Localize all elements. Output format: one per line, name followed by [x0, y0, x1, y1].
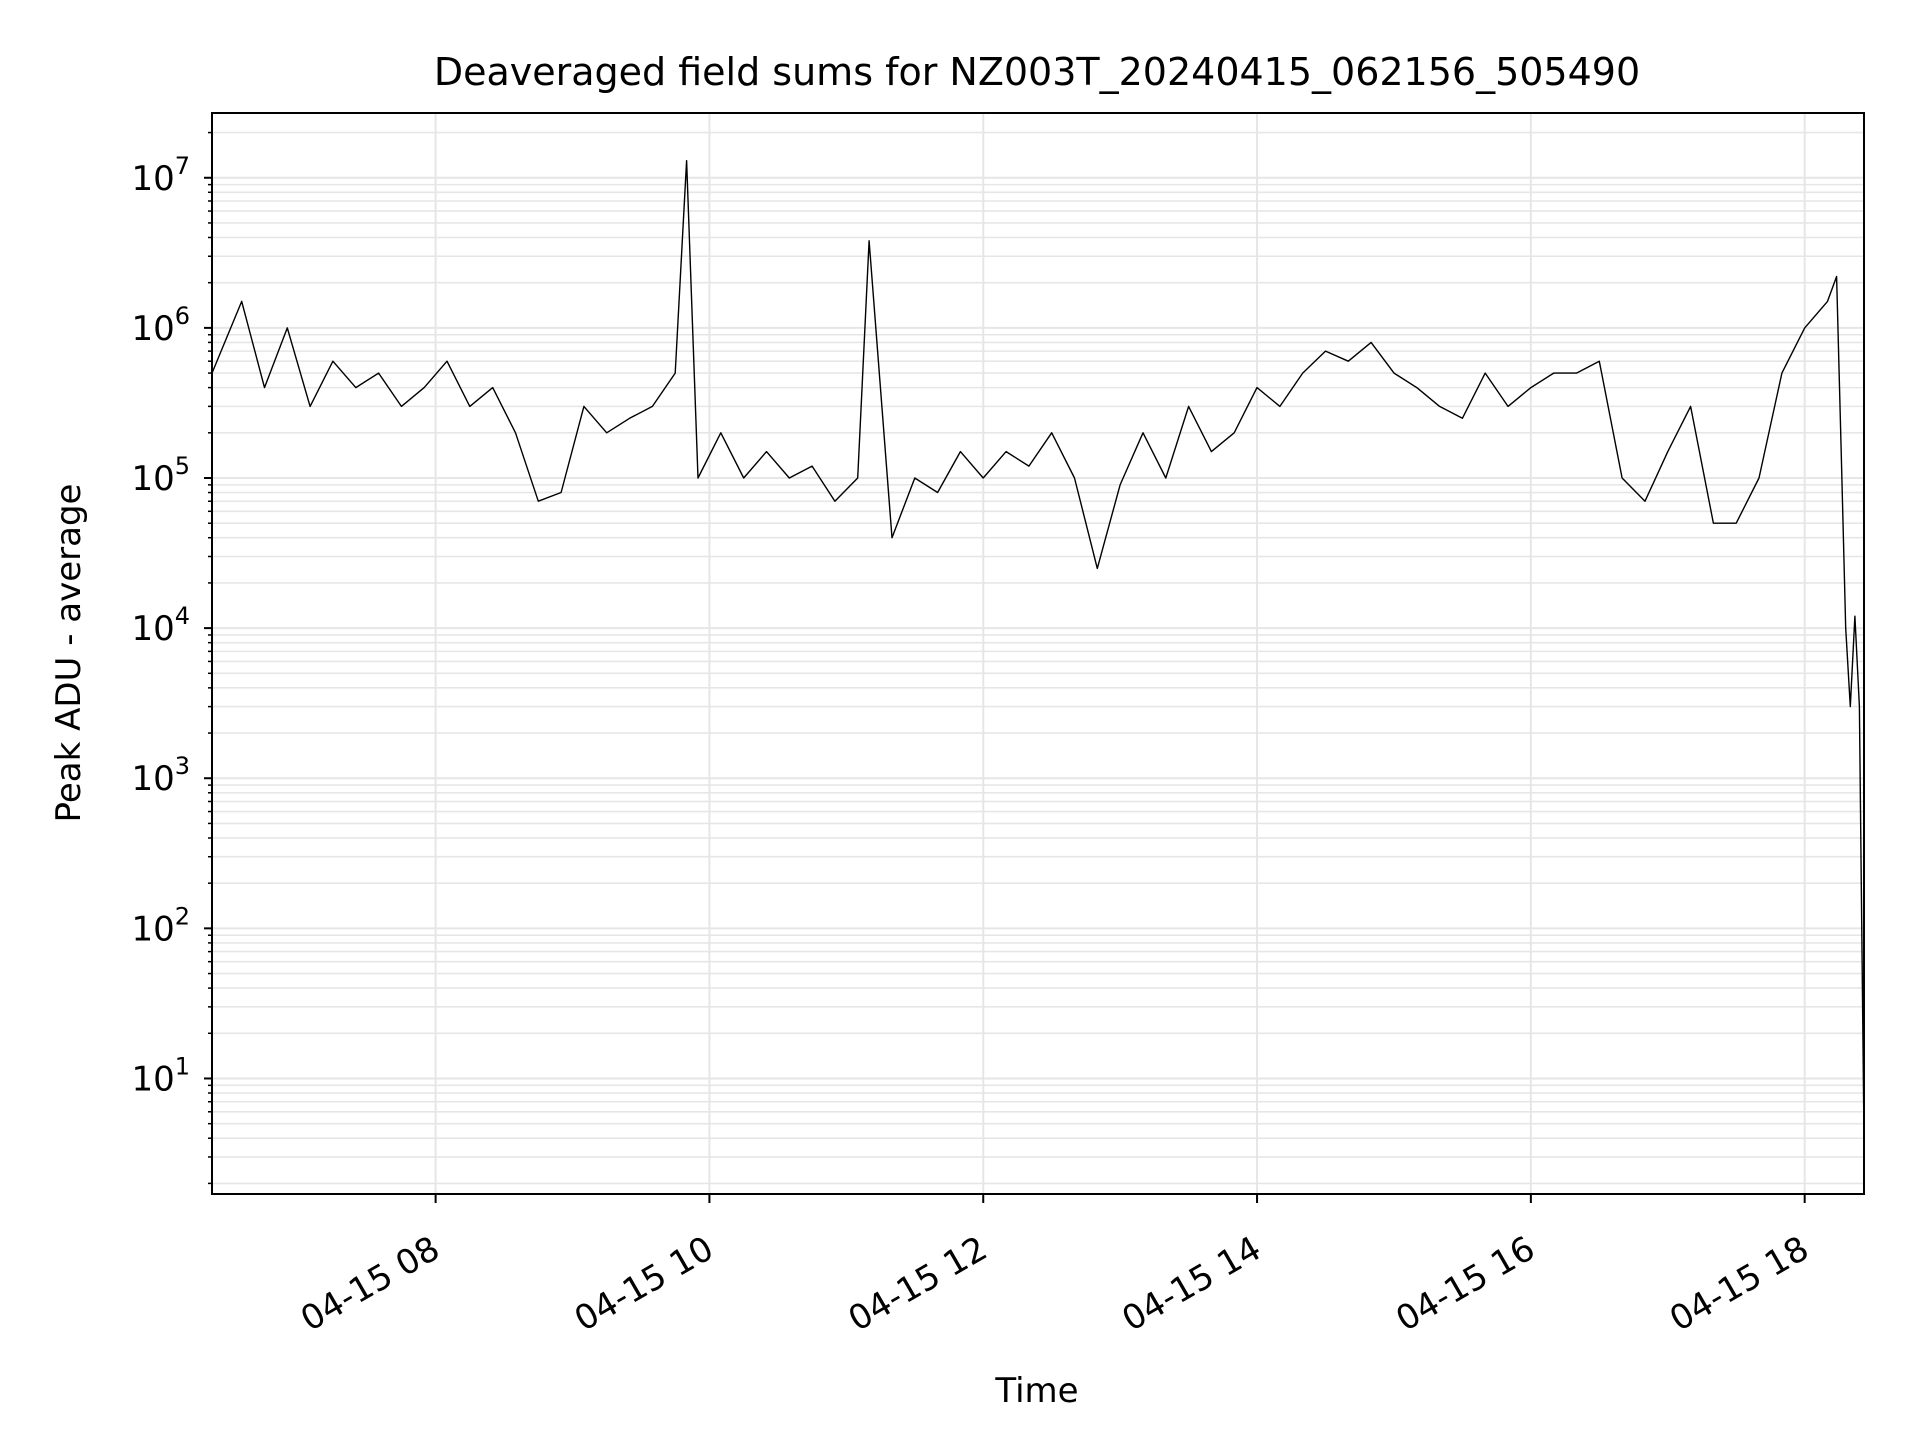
x-axis-label: Time	[994, 1371, 1078, 1411]
chart-title: Deaveraged field sums for NZ003T_2024041…	[434, 50, 1640, 94]
plot-frame	[211, 112, 1865, 1195]
y-axis: 101 102 103 104 105 106 107	[131, 131, 212, 1185]
y-axis-label: Peak ADU - average	[49, 484, 89, 823]
grid	[212, 113, 1864, 1194]
y-tick-label: 107	[131, 152, 190, 199]
y-tick-label: 104	[131, 602, 190, 649]
y-tick-label: 103	[131, 752, 190, 799]
series-layer	[211, 159, 1865, 1139]
y-tick-label: 101	[131, 1052, 190, 1099]
y-tick-label: 105	[131, 452, 190, 499]
y-tick-label: 106	[131, 302, 190, 349]
series-line-0	[211, 159, 1865, 1139]
y-tick-label: 102	[131, 902, 190, 949]
